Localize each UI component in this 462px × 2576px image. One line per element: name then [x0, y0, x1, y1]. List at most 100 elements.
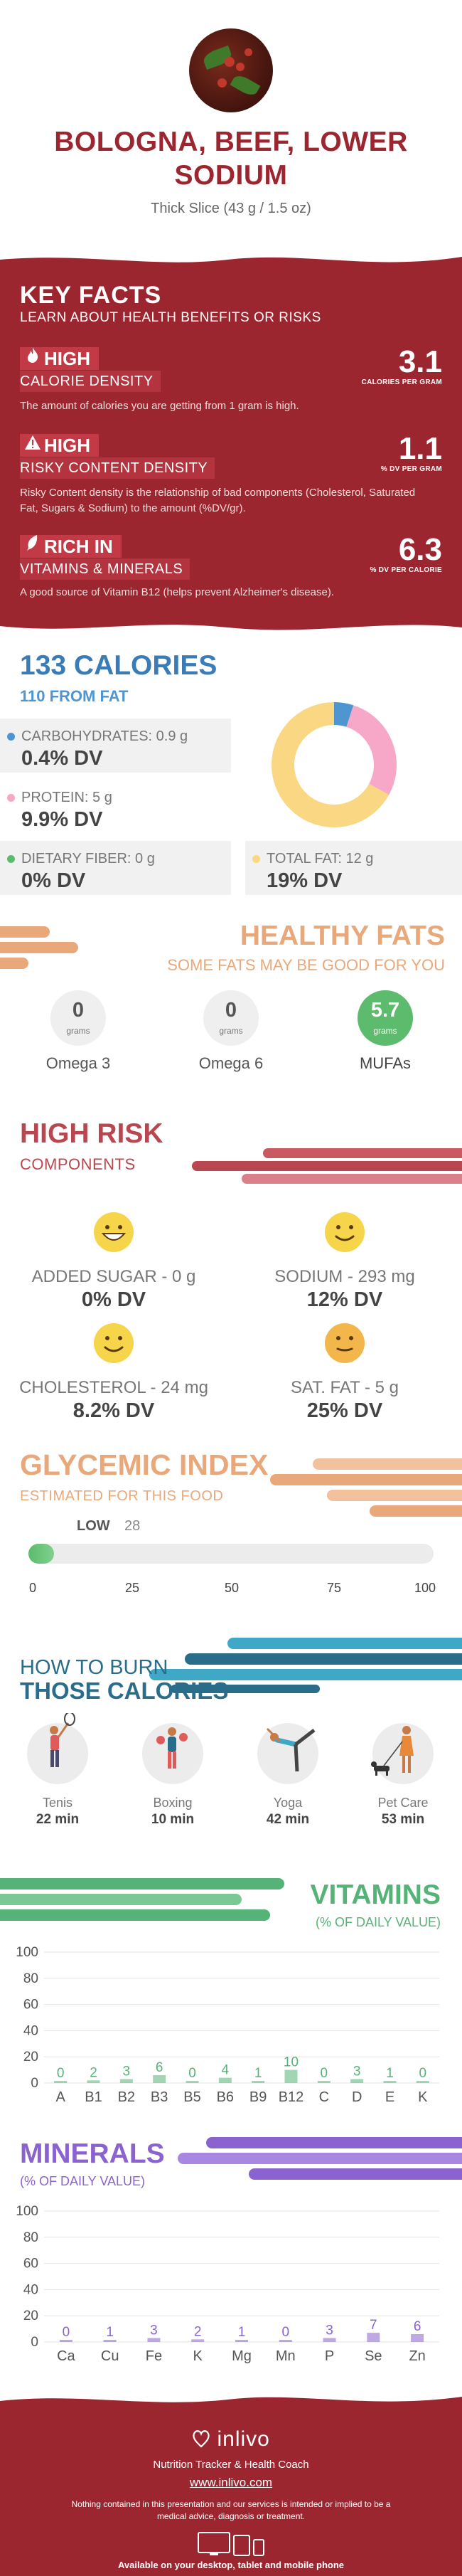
page-title: BOLOGNA, BEEF, LOWER SODIUM [54, 127, 408, 191]
bar-value-label: 3 [353, 2064, 361, 2079]
bar-Cu [103, 2340, 117, 2342]
header: BOLOGNA, BEEF, LOWER SODIUM Thick Slice … [0, 0, 462, 242]
fact-description: Risky Content density is the relationshi… [20, 487, 416, 514]
smiling-face-icon [94, 1323, 134, 1363]
decorative-stripes [0, 926, 78, 969]
website-link[interactable]: www.inlivo.com [189, 2476, 273, 2489]
bar-K [191, 2339, 205, 2342]
bar-value-label: 2 [194, 2324, 202, 2339]
x-tick-label: Ca [57, 2348, 75, 2364]
x-tick-label: K [193, 2348, 203, 2364]
y-tick-label: 80 [23, 2230, 38, 2245]
brand-tagline: Nutrition Tracker & Health Coach [153, 2459, 309, 2471]
heart-logo-icon [193, 2430, 210, 2448]
x-tick-label: B12 [279, 2089, 304, 2105]
legend-dot [7, 855, 15, 863]
activity-pet-care: Pet Care 53 min [357, 1723, 449, 1828]
high-risk-subtitle: COMPONENTS [20, 1155, 136, 1173]
brand-logo: inlivo [0, 2427, 462, 2452]
flame-icon [24, 347, 41, 370]
glycemic-level: LOW [77, 1518, 110, 1534]
x-tick-label: E [385, 2089, 394, 2105]
glycemic-value: 28 [124, 1518, 141, 1534]
bar-value-label: 0 [321, 2066, 328, 2081]
calories-title: 133 CALORIES [20, 650, 217, 681]
fact-level: RICH IN [44, 536, 113, 557]
vitamins-bar-chart: 0204060801000A2B13B26B30B54B61B910B120C3… [16, 1945, 439, 2105]
x-tick-label: P [325, 2348, 334, 2364]
activity-boxing: Boxing 10 min [127, 1723, 219, 1828]
bar-B6 [218, 2077, 232, 2083]
y-tick-label: 60 [23, 1998, 38, 2013]
minerals-subtitle: (% OF DAILY VALUE) [20, 2174, 146, 2188]
gauge-tick: 0 [28, 1581, 37, 1595]
healthy-fats-section: HEALTHY FATS SOME FATS MAY BE GOOD FOR Y… [0, 905, 462, 1091]
x-tick-label: B9 [249, 2089, 267, 2105]
bar-Se [367, 2333, 380, 2342]
legend-dot [7, 794, 15, 802]
bar-B3 [153, 2074, 166, 2083]
key-facts-subtitle: LEARN ABOUT HEALTH BENEFITS OR RISKS [20, 310, 321, 325]
bar-Mn [279, 2340, 292, 2342]
fat-omega-6: 0 grams Omega 6 [174, 990, 288, 1073]
burn-title-line2: THOSE CALORIES [20, 1677, 229, 1704]
fact-value: 6.3 [398, 532, 442, 567]
nutrient-carbohydrates: CARBOHYDRATES: 0.9 g 0.4% DV [0, 719, 231, 773]
y-tick-label: 0 [31, 2335, 38, 2350]
x-tick-label: Mg [232, 2348, 252, 2364]
burn-calories-section: HOW TO BURN THOSE CALORIES Tenis 22 min … [0, 1616, 462, 1880]
fact-label: VITAMINS & MINERALS [20, 558, 190, 580]
fact-level: HIGH [44, 348, 90, 369]
bar-Ca [59, 2340, 72, 2342]
donut-slice-fat [272, 702, 390, 827]
glycemic-title: GLYCEMIC INDEX [20, 1448, 269, 1481]
y-tick-label: 20 [23, 2309, 38, 2323]
bar-B9 [252, 2081, 265, 2083]
glycemic-subtitle: ESTIMATED FOR THIS FOOD [20, 1488, 224, 1504]
neutral-face-icon [325, 1323, 365, 1363]
gauge-tick: 25 [124, 1581, 140, 1595]
bar-P [323, 2338, 336, 2342]
healthy-fats-title: HEALTHY FATS [240, 921, 445, 951]
serving-size: Thick Slice (43 g / 1.5 oz) [151, 201, 311, 216]
legend-dot [7, 733, 15, 741]
nutrient-total-fat: TOTAL FAT: 12 g 19% DV [245, 841, 462, 895]
fact-unit: % DV PER CALORIE [370, 566, 442, 574]
activity-tenis: Tenis 22 min [11, 1713, 104, 1828]
bar-value-label: 0 [63, 2325, 70, 2340]
wave-divider [0, 625, 462, 639]
bar-value-label: 10 [284, 2055, 299, 2070]
gauge-tick: 75 [326, 1581, 342, 1595]
y-tick-label: 100 [16, 1945, 38, 1960]
devices-icon [198, 2532, 264, 2556]
fact-label: CALORIE DENSITY [20, 371, 161, 392]
high-risk-section: HIGH RISK COMPONENTS ADDED SUGAR - 0 g 0… [0, 1110, 462, 1437]
availability-note: Available on your desktop, tablet and mo… [117, 2560, 345, 2570]
bar-D [350, 2079, 364, 2083]
leaf-icon [24, 535, 41, 558]
bar-value-label: 2 [90, 2065, 97, 2080]
x-tick-label: B1 [85, 2089, 102, 2105]
bar-K [416, 2081, 429, 2083]
bar-value-label: 6 [414, 2319, 421, 2334]
bar-value-label: 1 [254, 2066, 262, 2081]
warning-icon [24, 434, 41, 457]
dog-walker-icon [371, 1726, 414, 1776]
bar-B5 [186, 2081, 199, 2083]
x-tick-label: Fe [146, 2348, 162, 2364]
fact-description: A good source of Vitamin B12 (helps prev… [20, 586, 334, 598]
boxer-icon [156, 1727, 188, 1769]
donut-slice-carbohydrates [334, 702, 354, 727]
bar-value-label: 3 [123, 2064, 131, 2079]
bar-value-label: 7 [370, 2318, 377, 2333]
x-tick-label: C [319, 2089, 329, 2105]
x-tick-label: B2 [118, 2089, 135, 2105]
risk-saturated-fat: SAT. FAT - 5 g 25% DV [238, 1322, 451, 1423]
fat-mufas: 5.7 grams MUFAs [328, 990, 442, 1073]
decorative-stripes [0, 1878, 284, 1921]
bar-value-label: 3 [150, 2323, 158, 2338]
bar-B12 [284, 2069, 298, 2083]
bar-value-label: 6 [156, 2060, 163, 2075]
bar-Zn [411, 2333, 424, 2342]
minerals-bar-chart: 0 20 40 60 80 100 0 Ca 1 Cu 3 Fe 2 K 1 Mg 0 Mn 3 P 7 Se 6 Zn [16, 2204, 439, 2364]
